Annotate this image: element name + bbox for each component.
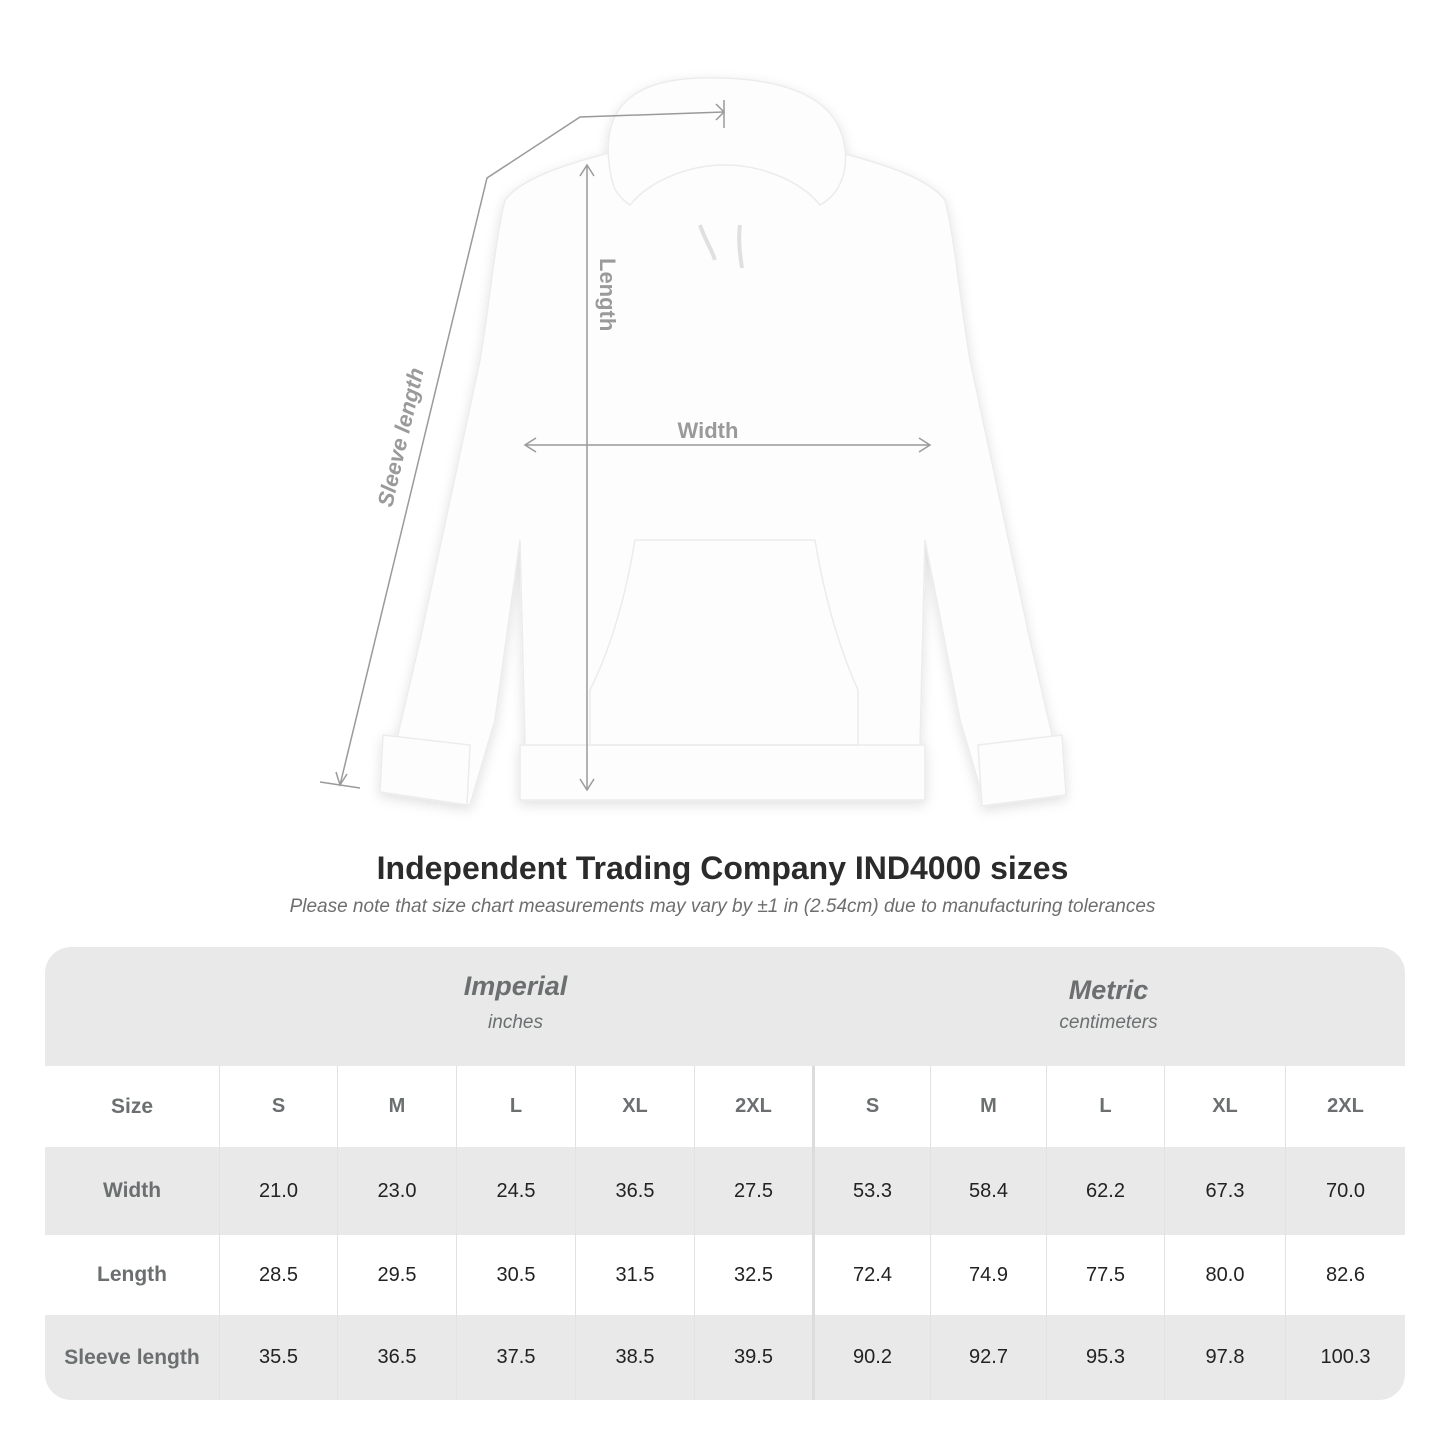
table-cell: 53.3 bbox=[812, 1147, 930, 1235]
table-cell: L bbox=[1046, 1066, 1164, 1147]
table-row: Length 28.5 72.4 29.5 74.9 30.5 77.5 31.5 80.0 32… bbox=[45, 1235, 1405, 1315]
table-cell: 100.3 bbox=[1285, 1315, 1405, 1400]
table-cell: 62.2 bbox=[1046, 1147, 1164, 1235]
table-cell: M bbox=[337, 1066, 456, 1147]
table-cell: 72.4 bbox=[812, 1235, 930, 1315]
tolerance-note: Please note that size chart measurements… bbox=[289, 896, 1156, 917]
table-cell: 70.0 bbox=[1285, 1147, 1405, 1235]
table-cell: 90.2 bbox=[812, 1315, 930, 1400]
row-label: Width bbox=[102, 1179, 162, 1202]
hoodie-illustration bbox=[379, 77, 1067, 807]
table-cell: L bbox=[456, 1066, 575, 1147]
sleeve-length-line bbox=[339, 111, 725, 786]
table-cell: S bbox=[219, 1066, 337, 1147]
table-cell: 21.0 bbox=[219, 1147, 337, 1235]
table-cell: 29.5 bbox=[337, 1235, 456, 1315]
row-label: Sleeve length bbox=[64, 1345, 200, 1369]
measurement-lines bbox=[319, 100, 932, 792]
unit-header: Imperial inches Metric centimeters bbox=[45, 947, 1405, 1066]
table-cell: 37.5 bbox=[456, 1315, 575, 1400]
table-cell: XL bbox=[1164, 1066, 1285, 1147]
length-label: Length bbox=[595, 258, 620, 331]
metric-group: Metric centimeters bbox=[812, 975, 1405, 1034]
table-cell: 24.5 bbox=[456, 1147, 575, 1235]
table-cell: 30.5 bbox=[456, 1235, 575, 1315]
page-title: Independent Trading Company IND4000 size… bbox=[376, 850, 1069, 886]
table-row: Sleeve length 35.5 90.2 36.5 92.7 37.5 95.3 38.… bbox=[45, 1315, 1405, 1400]
size-table: Imperial inches Metric centimeters Size S… bbox=[45, 947, 1405, 1400]
width-label: Width bbox=[678, 418, 739, 443]
table-cell: S bbox=[812, 1066, 930, 1147]
table-cell: 58.4 bbox=[930, 1147, 1046, 1235]
table-cell: 74.9 bbox=[930, 1235, 1046, 1315]
table-cell: 31.5 bbox=[575, 1235, 694, 1315]
table-row: Width 21.0 53.3 23.0 58.4 24.5 62.2 36.5 67.3 27.… bbox=[45, 1147, 1405, 1235]
table-cell: 80.0 bbox=[1164, 1235, 1285, 1315]
table-cell: 36.5 bbox=[337, 1315, 456, 1400]
table-cell: 35.5 bbox=[219, 1315, 337, 1400]
size-header-row: Size S S M M L L XL XL 2XL 2XL bbox=[45, 1066, 1405, 1147]
table-cell: M bbox=[930, 1066, 1046, 1147]
imperial-unit: inches bbox=[488, 1012, 543, 1033]
table-cell: 38.5 bbox=[575, 1315, 694, 1400]
table-cell: 23.0 bbox=[337, 1147, 456, 1235]
row-label: Size bbox=[110, 1094, 154, 1118]
row-label: Length bbox=[97, 1263, 167, 1286]
table-cell: 28.5 bbox=[219, 1235, 337, 1315]
table-cell: 97.8 bbox=[1164, 1315, 1285, 1400]
hoodie-diagram: Length Width Sleeve length bbox=[319, 77, 1067, 807]
table-cell: 95.3 bbox=[1046, 1315, 1164, 1400]
table-cell: 39.5 bbox=[694, 1315, 812, 1400]
imperial-group: Imperial inches bbox=[219, 971, 812, 1034]
metric-title: Metric bbox=[1068, 975, 1149, 1005]
table-cell: 2XL bbox=[694, 1066, 812, 1147]
table-cell: 92.7 bbox=[930, 1315, 1046, 1400]
table-cell: 27.5 bbox=[694, 1147, 812, 1235]
table-cell: 32.5 bbox=[694, 1235, 812, 1315]
table-cell: 67.3 bbox=[1164, 1147, 1285, 1235]
table-cell: 2XL bbox=[1285, 1066, 1405, 1147]
metric-unit: centimeters bbox=[1059, 1012, 1158, 1033]
table-cell: 77.5 bbox=[1046, 1235, 1164, 1315]
sleeve-length-label: Sleeve length bbox=[373, 365, 429, 509]
imperial-title: Imperial bbox=[463, 971, 568, 1001]
table-cell: 82.6 bbox=[1285, 1235, 1405, 1315]
table-cell: XL bbox=[575, 1066, 694, 1147]
table-cell: 36.5 bbox=[575, 1147, 694, 1235]
